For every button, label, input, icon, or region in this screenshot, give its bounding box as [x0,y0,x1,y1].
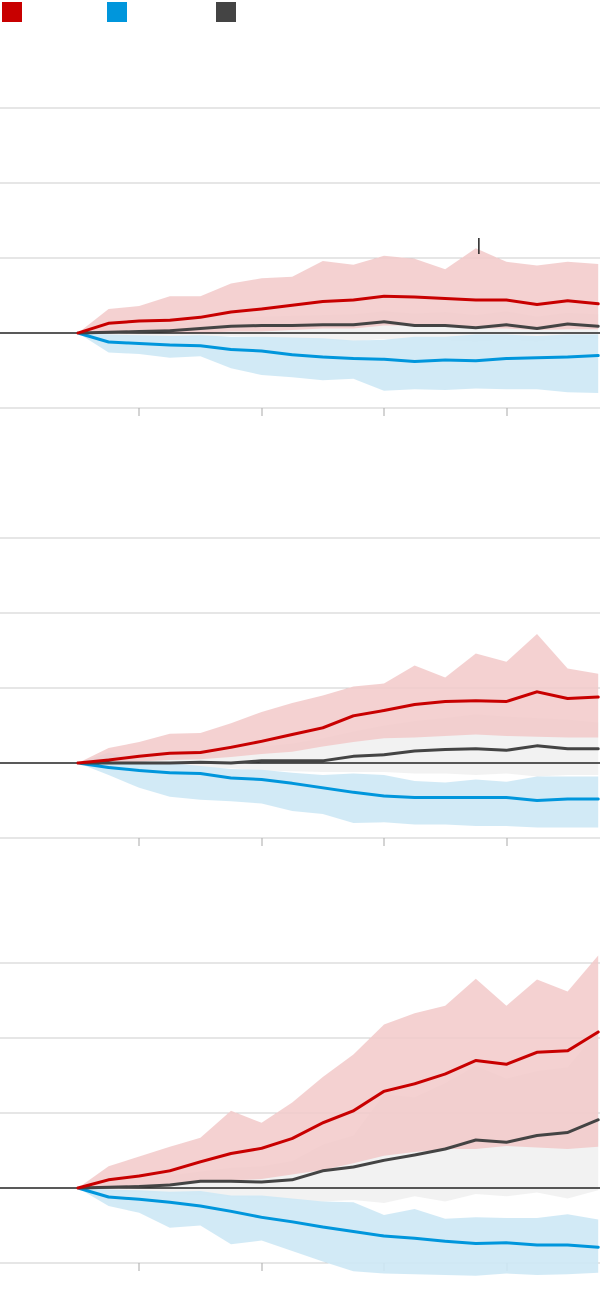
chart3-red-line [76,1030,600,1190]
chart2-gray-line [76,744,600,765]
chart3-gray-line [76,1118,600,1190]
legend-swatch-red [2,2,22,22]
chart1-blue-line [76,331,600,363]
chart1-gray-line [76,320,600,335]
chart1-red-line [76,294,600,335]
chart3-blue-line [76,1186,600,1249]
chart1-blue-band [78,333,599,393]
chart3-red-band [78,955,599,1188]
chart2-red-line [76,690,600,765]
chart2-red-band [78,634,599,763]
chart3-blue-band [78,1188,599,1276]
legend [0,0,600,26]
legend-swatch-gray [216,2,236,22]
chart2-blue-line [76,761,600,802]
chart1-red-band [78,248,599,333]
legend-swatch-blue [107,2,127,22]
